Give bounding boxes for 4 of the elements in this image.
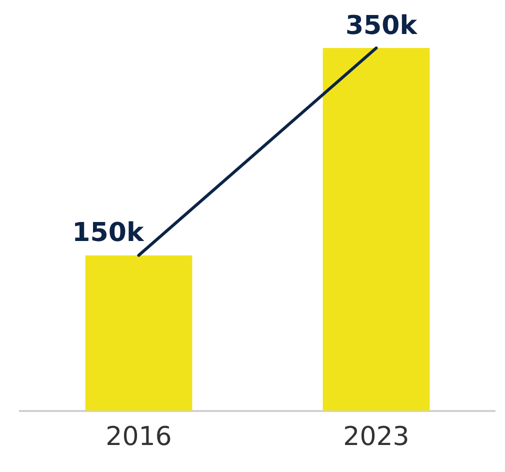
data-label: 150k — [72, 218, 144, 248]
x-tick-label: 2016 — [106, 422, 172, 452]
data-label: 350k — [345, 10, 418, 41]
x-tick-label: 2023 — [343, 422, 410, 452]
